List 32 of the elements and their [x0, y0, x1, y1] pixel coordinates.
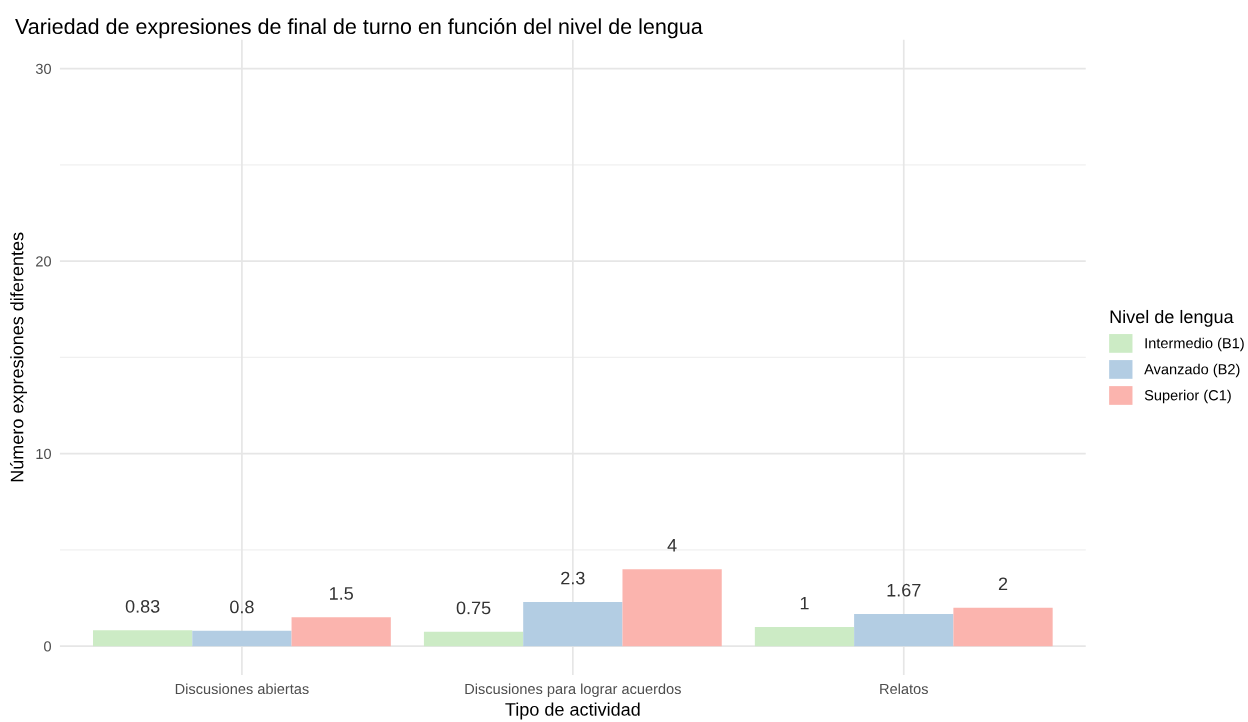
- chart-title: Variedad de expresiones de final de turno en función del nivel de lengua: [15, 18, 703, 39]
- bar: [291, 617, 391, 647]
- bar: [93, 630, 193, 647]
- y-tick-label: 30: [35, 63, 51, 75]
- bar: [754, 626, 855, 647]
- data-label: 0.8: [230, 600, 254, 614]
- x-tick-label: Relatos: [880, 683, 928, 695]
- data-label: 1: [800, 596, 809, 610]
- x-axis-title: Tipo de actividad: [505, 702, 640, 720]
- data-label: 2.3: [561, 571, 585, 585]
- legend-label: Avanzado (B2): [1144, 363, 1240, 378]
- data-label: 2: [998, 577, 1008, 591]
- data-label: 1.5: [330, 587, 353, 600]
- x-tick-label: Discusiones para lograr acuerdos: [465, 683, 681, 697]
- bar: [192, 630, 292, 647]
- bar: [622, 569, 722, 647]
- bar: [953, 607, 1053, 647]
- y-tick-label: 20: [36, 256, 51, 267]
- y-tick-label: 0: [44, 641, 51, 652]
- legend-title: Nivel de lengua: [1110, 309, 1234, 327]
- data-label: 0.83: [125, 599, 160, 613]
- y-tick-label: 10: [36, 448, 51, 460]
- legend-label: Superior (C1): [1144, 389, 1231, 404]
- y-axis-title: Número expresiones diferentes: [9, 232, 28, 482]
- data-label: 1.67: [887, 583, 921, 597]
- x-tick-label: Discusiones abiertas: [175, 683, 309, 695]
- bar: [423, 631, 524, 647]
- data-label: 0.75: [456, 601, 491, 615]
- bar: [854, 614, 954, 647]
- legend-label: Intermedio (B1): [1145, 337, 1244, 352]
- data-label: 4: [667, 539, 677, 552]
- bar: [523, 601, 623, 647]
